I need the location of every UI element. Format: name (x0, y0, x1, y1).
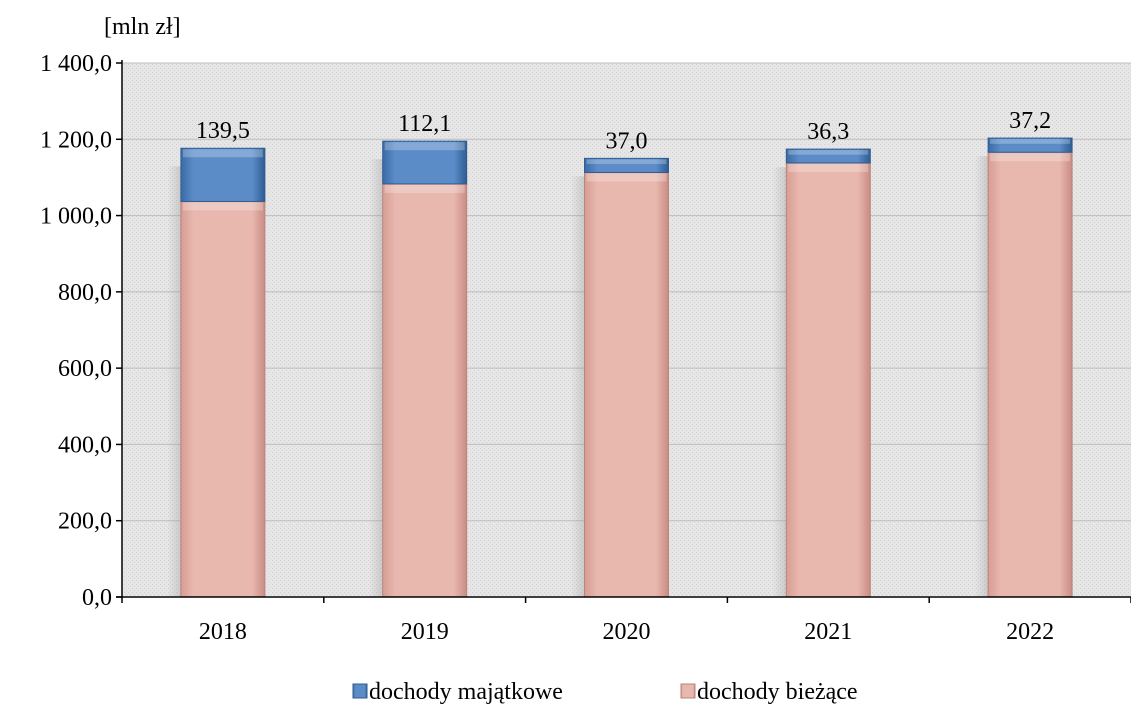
data-label-2022: 37,2 (1009, 108, 1051, 134)
legend: dochody majątkowe dochody bieżące (352, 679, 858, 705)
x-tick-label-2021: 2021 (804, 619, 852, 645)
bar-bevel (586, 173, 667, 182)
bar-bevel (384, 184, 465, 193)
y-tick-label: 800,0 (58, 280, 112, 306)
bar-dochody-biezace-2020 (584, 171, 669, 598)
bar-segment (785, 148, 871, 164)
legend-label-dochody-biezace: dochody bieżące (697, 679, 858, 705)
bar-dochody-biezace-2019 (382, 183, 468, 598)
bar-dochody-majatkowe-2018 (180, 147, 266, 202)
bar-segment (584, 157, 669, 173)
bar-dochody-biezace-2021 (785, 162, 871, 598)
bar-segment (180, 147, 266, 202)
bar-bevel (384, 142, 465, 151)
bar-bevel (990, 139, 1071, 144)
legend-label-dochody-majatkowe: dochody majątkowe (369, 679, 563, 705)
x-tick-label-2019: 2019 (401, 619, 449, 645)
y-tick-label: 400,0 (58, 432, 112, 458)
data-label-2018: 139,5 (196, 118, 250, 144)
bar-dochody-majatkowe-2022 (987, 137, 1073, 153)
legend-swatch-dochody-majatkowe (352, 683, 368, 699)
bar-dochody-biezace-2018 (180, 200, 266, 598)
bar-dochody-majatkowe-2019 (382, 140, 468, 185)
y-tick-label: 1 000,0 (40, 204, 112, 230)
y-tick-label: 1 200,0 (40, 127, 112, 153)
bar-dochody-majatkowe-2020 (584, 157, 669, 173)
x-tick-label-2020: 2020 (603, 619, 651, 645)
bar-bevel (182, 202, 263, 211)
bar-segment (180, 200, 266, 598)
unit-label: [mln zł] (104, 14, 181, 40)
bar-segment (584, 171, 669, 598)
x-axis-ticks: 2018 2019 2020 2021 2022 (121, 597, 1131, 645)
bar-bevel (788, 150, 869, 155)
bar-bevel (788, 163, 869, 172)
x-tick-label-2022: 2022 (1006, 619, 1054, 645)
y-axis-ticks: 0,0 200,0 400,0 600,0 800,0 1 000,0 1 200,0 1 4… (40, 51, 122, 611)
bar-bevel (990, 153, 1071, 162)
bar-segment (382, 140, 468, 185)
bar-segment (382, 183, 468, 598)
bar-segment (987, 151, 1073, 598)
bar-dochody-majatkowe-2021 (785, 148, 871, 164)
y-tick-label: 1 400,0 (40, 51, 112, 77)
bar-segment (785, 162, 871, 598)
bar-dochody-biezace-2022 (987, 151, 1073, 598)
data-label-2021: 36,3 (807, 119, 849, 145)
bar-segment (987, 137, 1073, 153)
data-label-2020: 37,0 (606, 128, 648, 154)
bar-bevel (182, 149, 263, 158)
data-label-2019: 112,1 (398, 111, 451, 137)
bars (180, 137, 1073, 598)
y-tick-label: 0,0 (82, 585, 112, 611)
data-labels: 139,5 112,1 37,0 36,3 37,2 (196, 108, 1051, 154)
y-tick-label: 200,0 (58, 509, 112, 535)
bar-bevel (586, 159, 667, 165)
y-tick-label: 600,0 (58, 356, 112, 382)
legend-swatch-dochody-biezace (680, 683, 696, 699)
x-tick-label-2018: 2018 (199, 619, 247, 645)
